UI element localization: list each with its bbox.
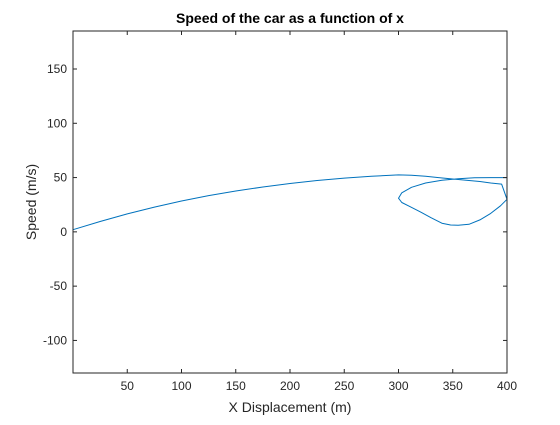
- axes-box: [72, 30, 508, 374]
- x-tick-label: 400: [497, 379, 517, 393]
- y-tick-label: 100: [47, 116, 67, 130]
- x-axis-ticks: 50 100 150 200 250 300 350 400: [121, 31, 517, 393]
- x-tick-label: 300: [388, 379, 408, 393]
- chart-title: Speed of the car as a function of x: [176, 10, 404, 26]
- y-tick-label: 0: [60, 225, 67, 239]
- y-tick-label: -50: [50, 279, 68, 293]
- x-tick-label: 100: [171, 379, 191, 393]
- series-line-0: [72, 174, 508, 231]
- y-axis-label: Speed (m/s): [23, 164, 39, 240]
- x-tick-label: 200: [280, 379, 300, 393]
- plot-area: [72, 174, 508, 231]
- x-tick-label: 150: [226, 379, 246, 393]
- y-tick-label: -100: [43, 333, 67, 347]
- y-tick-label: 50: [54, 171, 68, 185]
- x-axis-label: X Displacement (m): [229, 399, 352, 415]
- x-tick-label: 50: [121, 379, 135, 393]
- x-tick-label: 250: [334, 379, 354, 393]
- y-tick-label: 150: [47, 62, 67, 76]
- y-axis-ticks: -100 -50 0 50 100 150: [43, 62, 507, 347]
- x-tick-label: 350: [443, 379, 463, 393]
